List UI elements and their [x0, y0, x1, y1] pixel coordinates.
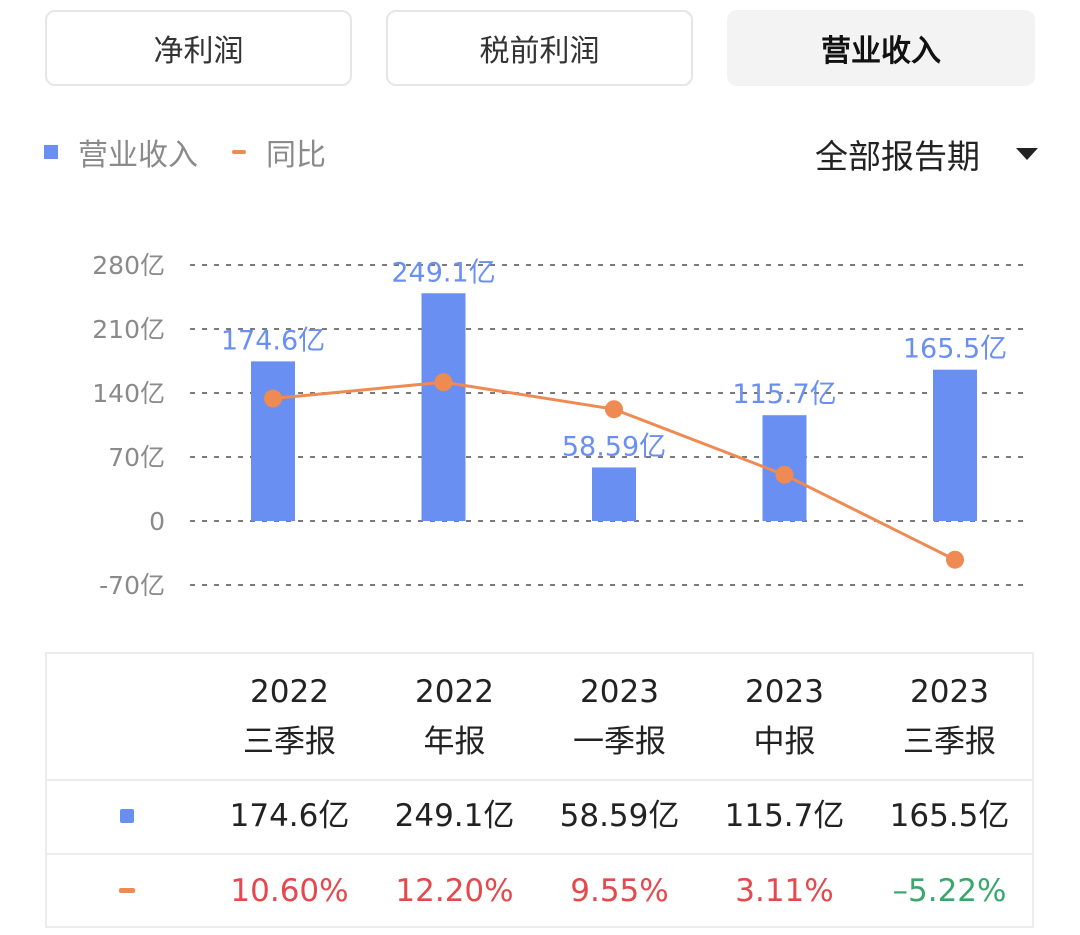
yoy-cell: 10.60% [230, 872, 349, 909]
table-row-yoy: 10.60% 12.20% 9.55% 3.11% –5.22% [47, 853, 1032, 928]
revenue-cell: 115.7亿 [724, 798, 845, 834]
yoy-point [605, 400, 623, 419]
table-header-row: 2022 三季报 2022 年报 2023 一季报 2023 中报 2023 三季报 [47, 654, 1032, 781]
table-corner [47, 654, 207, 779]
yoy-cell: 3.11% [735, 872, 834, 909]
bar-data-label: 174.6亿 [221, 325, 325, 356]
revenue-bar [421, 293, 466, 521]
yoy-point [775, 465, 794, 484]
caret-down-icon [1016, 148, 1038, 160]
legend-revenue-label: 营业收入 [78, 138, 198, 173]
col-period: 三季报 [903, 723, 996, 760]
revenue-chart: 280亿 210亿 140亿 70亿 0 -70亿 174.6亿 249.1亿 58.59亿 11… [92, 251, 1030, 600]
col-period: 年报 [423, 723, 486, 760]
bar-indicator-icon [120, 809, 134, 823]
yoy-point [434, 373, 453, 392]
y-tick-label: 70亿 [108, 443, 165, 472]
col-period: 三季报 [243, 723, 336, 760]
y-tick-label: -70亿 [99, 571, 165, 600]
yoy-cell: 9.55% [570, 872, 669, 909]
revenue-bar [251, 361, 295, 521]
yoy-cell: 12.20% [395, 872, 514, 909]
period-selector[interactable]: 全部报告期 [815, 130, 1038, 178]
revenue-row-indicator [47, 779, 207, 853]
revenue-cell: 249.1亿 [394, 798, 515, 834]
line-legend-swatch [232, 150, 246, 154]
col-year: 2023 [745, 673, 824, 710]
revenue-cell: 58.59亿 [559, 798, 680, 834]
col-period: 中报 [753, 723, 816, 760]
bar-data-label: 165.5亿 [903, 334, 1007, 365]
chart-legend: 营业收入 同比 [44, 130, 326, 174]
col-header: 2022 三季报 [207, 654, 372, 779]
yoy-point [264, 389, 282, 408]
col-header: 2022 年报 [372, 654, 537, 779]
tab-pretax-profit[interactable]: 税前利润 [386, 10, 693, 86]
y-tick-label: 140亿 [92, 379, 165, 408]
tab-operating-revenue[interactable]: 营业收入 [727, 10, 1035, 86]
col-year: 2022 [415, 673, 494, 710]
tab-net-profit[interactable]: 净利润 [45, 10, 352, 86]
period-selector-label: 全部报告期 [815, 137, 980, 176]
yoy-row-indicator [47, 853, 207, 928]
col-header: 2023 中报 [702, 654, 867, 779]
yoy-point [946, 550, 964, 569]
bar-data-label: 58.59亿 [562, 431, 666, 462]
table-row-revenue: 174.6亿 249.1亿 58.59亿 115.7亿 165.5亿 [47, 779, 1032, 855]
y-tick-label: 0 [149, 507, 165, 536]
col-year: 2023 [580, 673, 659, 710]
bar-legend-swatch [44, 145, 58, 159]
col-header: 2023 三季报 [867, 654, 1032, 779]
col-header: 2023 一季报 [537, 654, 702, 779]
legend-yoy-label: 同比 [266, 138, 326, 173]
col-period: 一季报 [573, 723, 666, 760]
data-table: 2022 三季报 2022 年报 2023 一季报 2023 中报 2023 三季报 17… [45, 652, 1034, 928]
bar-data-label: 249.1亿 [391, 257, 495, 288]
revenue-bar [592, 467, 636, 521]
y-tick-label: 210亿 [92, 315, 165, 344]
line-indicator-icon [119, 888, 135, 893]
bar-data-label: 115.7亿 [732, 379, 836, 410]
revenue-cell: 174.6亿 [229, 798, 350, 834]
revenue-bar [933, 369, 977, 521]
yoy-cell: –5.22% [892, 872, 1007, 909]
col-year: 2022 [250, 673, 329, 710]
col-year: 2023 [910, 673, 989, 710]
revenue-cell: 165.5亿 [889, 798, 1010, 834]
y-tick-label: 280亿 [92, 251, 165, 280]
